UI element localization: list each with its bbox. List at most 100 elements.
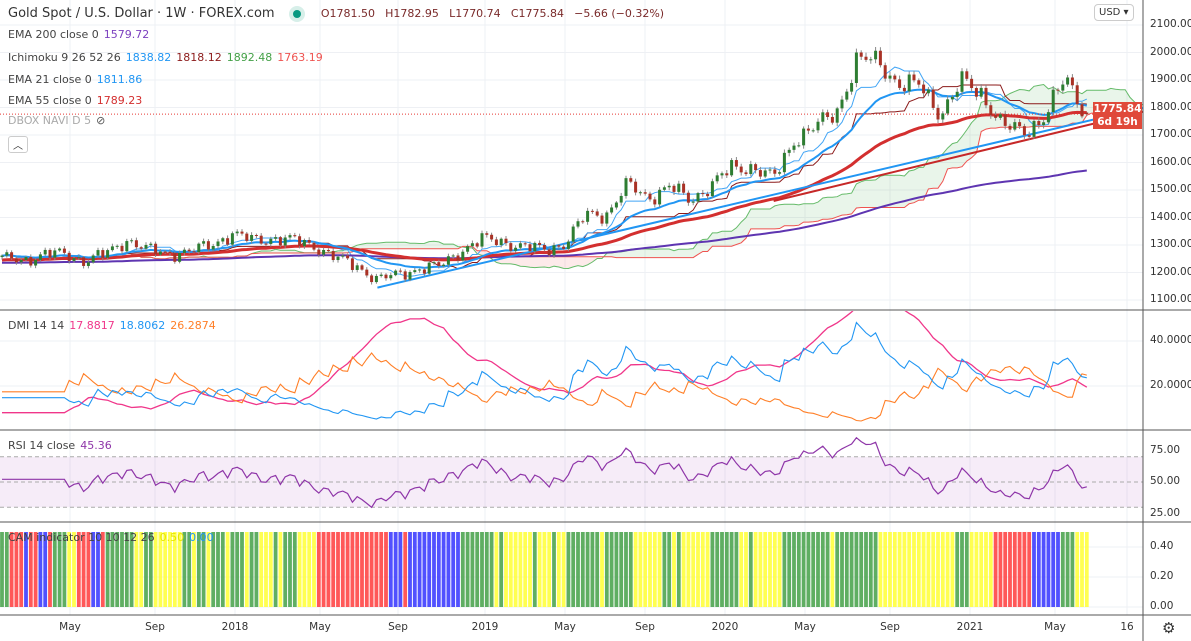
candle-body — [374, 275, 378, 283]
candle-body — [110, 246, 114, 251]
candle-body — [120, 245, 124, 252]
cam-bar — [24, 532, 28, 607]
candle-body — [461, 251, 465, 261]
legend-dbox[interactable]: DBOX NAVI D 5 ⊘ — [8, 114, 110, 127]
legend-ema21[interactable]: EMA 21 close 0 1811.86 — [8, 73, 147, 86]
legend-ema55[interactable]: EMA 55 close 0 1789.23 — [8, 94, 147, 107]
candle-body — [451, 255, 455, 257]
candle-body — [792, 145, 796, 150]
symbol-title[interactable]: Gold Spot / U.S. Dollar · 1W · FOREX.com — [8, 6, 275, 21]
cloud-segment — [813, 202, 818, 222]
time-axis-tick[interactable]: Sep — [388, 621, 408, 633]
candle-body — [523, 243, 527, 245]
cam-bar — [110, 532, 115, 607]
currency-button[interactable]: USD ▾ — [1094, 4, 1134, 21]
cam-bar — [580, 532, 585, 607]
candle-body — [662, 187, 666, 190]
candle-body — [874, 50, 878, 60]
time-axis-tick[interactable]: May — [794, 621, 816, 633]
cam-bar — [960, 532, 964, 607]
candle-body — [326, 249, 330, 252]
cam-bar — [758, 532, 763, 607]
cam-bar — [9, 532, 14, 607]
cloud-segment — [808, 203, 814, 223]
candle-body — [749, 164, 753, 175]
time-axis-tick[interactable]: Sep — [145, 621, 165, 633]
legend-cam[interactable]: CAM indicator 10 10 12 26 0.50 0.00 — [8, 531, 219, 544]
cloud-segment — [510, 256, 516, 265]
cam-bar — [177, 532, 182, 607]
cam-bar — [465, 532, 470, 607]
time-axis-tick[interactable]: 2018 — [221, 621, 249, 633]
legend-ema200[interactable]: EMA 200 close 0 1579.72 — [8, 28, 154, 41]
cam-bar — [288, 532, 292, 607]
settings-gear-icon[interactable]: ⚙ — [1162, 619, 1176, 637]
cloud-segment — [654, 249, 660, 258]
time-axis-tick[interactable]: May — [309, 621, 331, 633]
cloud-segment — [736, 222, 742, 245]
candle-body — [619, 195, 623, 203]
candle-body — [696, 193, 700, 202]
cam-bar — [33, 532, 38, 607]
candle-body — [322, 249, 326, 255]
candle-body — [970, 78, 974, 89]
candle-body — [278, 237, 282, 246]
time-axis-tick[interactable]: 2021 — [956, 621, 984, 633]
cam-bar — [273, 532, 278, 607]
candle-body — [586, 210, 590, 222]
candle-body — [682, 183, 686, 193]
candle-body — [998, 114, 1002, 118]
time-axis-tick[interactable]: May — [554, 621, 576, 633]
cam-bar — [369, 532, 374, 607]
cloud-segment — [923, 159, 929, 201]
time-axis-tick[interactable]: Sep — [880, 621, 900, 633]
legend-rsi[interactable]: RSI 14 close 45.36 — [8, 439, 117, 452]
rsi-pane — [0, 436, 1143, 509]
cam-bar — [316, 532, 321, 607]
cloud-segment — [1010, 91, 1015, 128]
cam-bar — [878, 532, 883, 607]
legend-ichimoku[interactable]: Ichimoku 9 26 52 26 1838.82 1818.12 1892.48… — [8, 51, 328, 64]
cam-bar — [182, 532, 187, 607]
cloud-segment — [650, 249, 655, 258]
cam-bar — [748, 532, 753, 607]
candle-body — [595, 211, 599, 216]
cloud-segment — [390, 242, 396, 249]
cloud-segment — [717, 231, 722, 247]
legend-label: DBOX NAVI D 5 — [8, 114, 92, 127]
candle-body — [778, 172, 782, 174]
time-axis-tick[interactable]: May — [1044, 621, 1066, 633]
cam-bar — [518, 532, 523, 607]
cam-bar — [792, 532, 796, 607]
cloud-segment — [870, 179, 876, 208]
candle-body — [931, 89, 935, 108]
cam-bar — [408, 532, 412, 607]
candle-body — [610, 207, 614, 213]
time-axis-tick[interactable]: 16 — [1120, 621, 1134, 633]
cam-bar — [643, 532, 648, 607]
cloud-segment — [914, 167, 919, 203]
cam-bar — [955, 532, 960, 607]
cloud-segment — [659, 249, 665, 258]
candle-body — [566, 241, 570, 249]
cloud-segment — [678, 249, 684, 258]
hidden-eye-icon[interactable]: ⊘ — [96, 114, 106, 127]
cam-bar — [470, 532, 475, 607]
cloud-segment — [885, 175, 890, 208]
candle-body — [1085, 112, 1089, 115]
legend-value: 1579.72 — [103, 28, 150, 41]
legend-dmi[interactable]: DMI 14 14 17.8817 18.8062 26.2874 — [8, 319, 221, 332]
chart-header: Gold Spot / U.S. Dollar · 1W · FOREX.com… — [8, 6, 664, 21]
cam-bar — [403, 532, 408, 607]
candle-body — [744, 172, 748, 175]
time-axis-tick[interactable]: Sep — [635, 621, 655, 633]
collapse-legend-button[interactable]: ︿ — [8, 136, 28, 153]
cloud-segment — [366, 243, 372, 249]
time-axis-tick[interactable]: 2019 — [471, 621, 499, 633]
minus-di-line — [2, 352, 1087, 422]
time-axis-tick[interactable]: 2020 — [711, 621, 739, 633]
time-axis-tick[interactable]: May — [59, 621, 81, 633]
candle-body — [912, 74, 916, 81]
cam-bar — [1003, 532, 1008, 607]
